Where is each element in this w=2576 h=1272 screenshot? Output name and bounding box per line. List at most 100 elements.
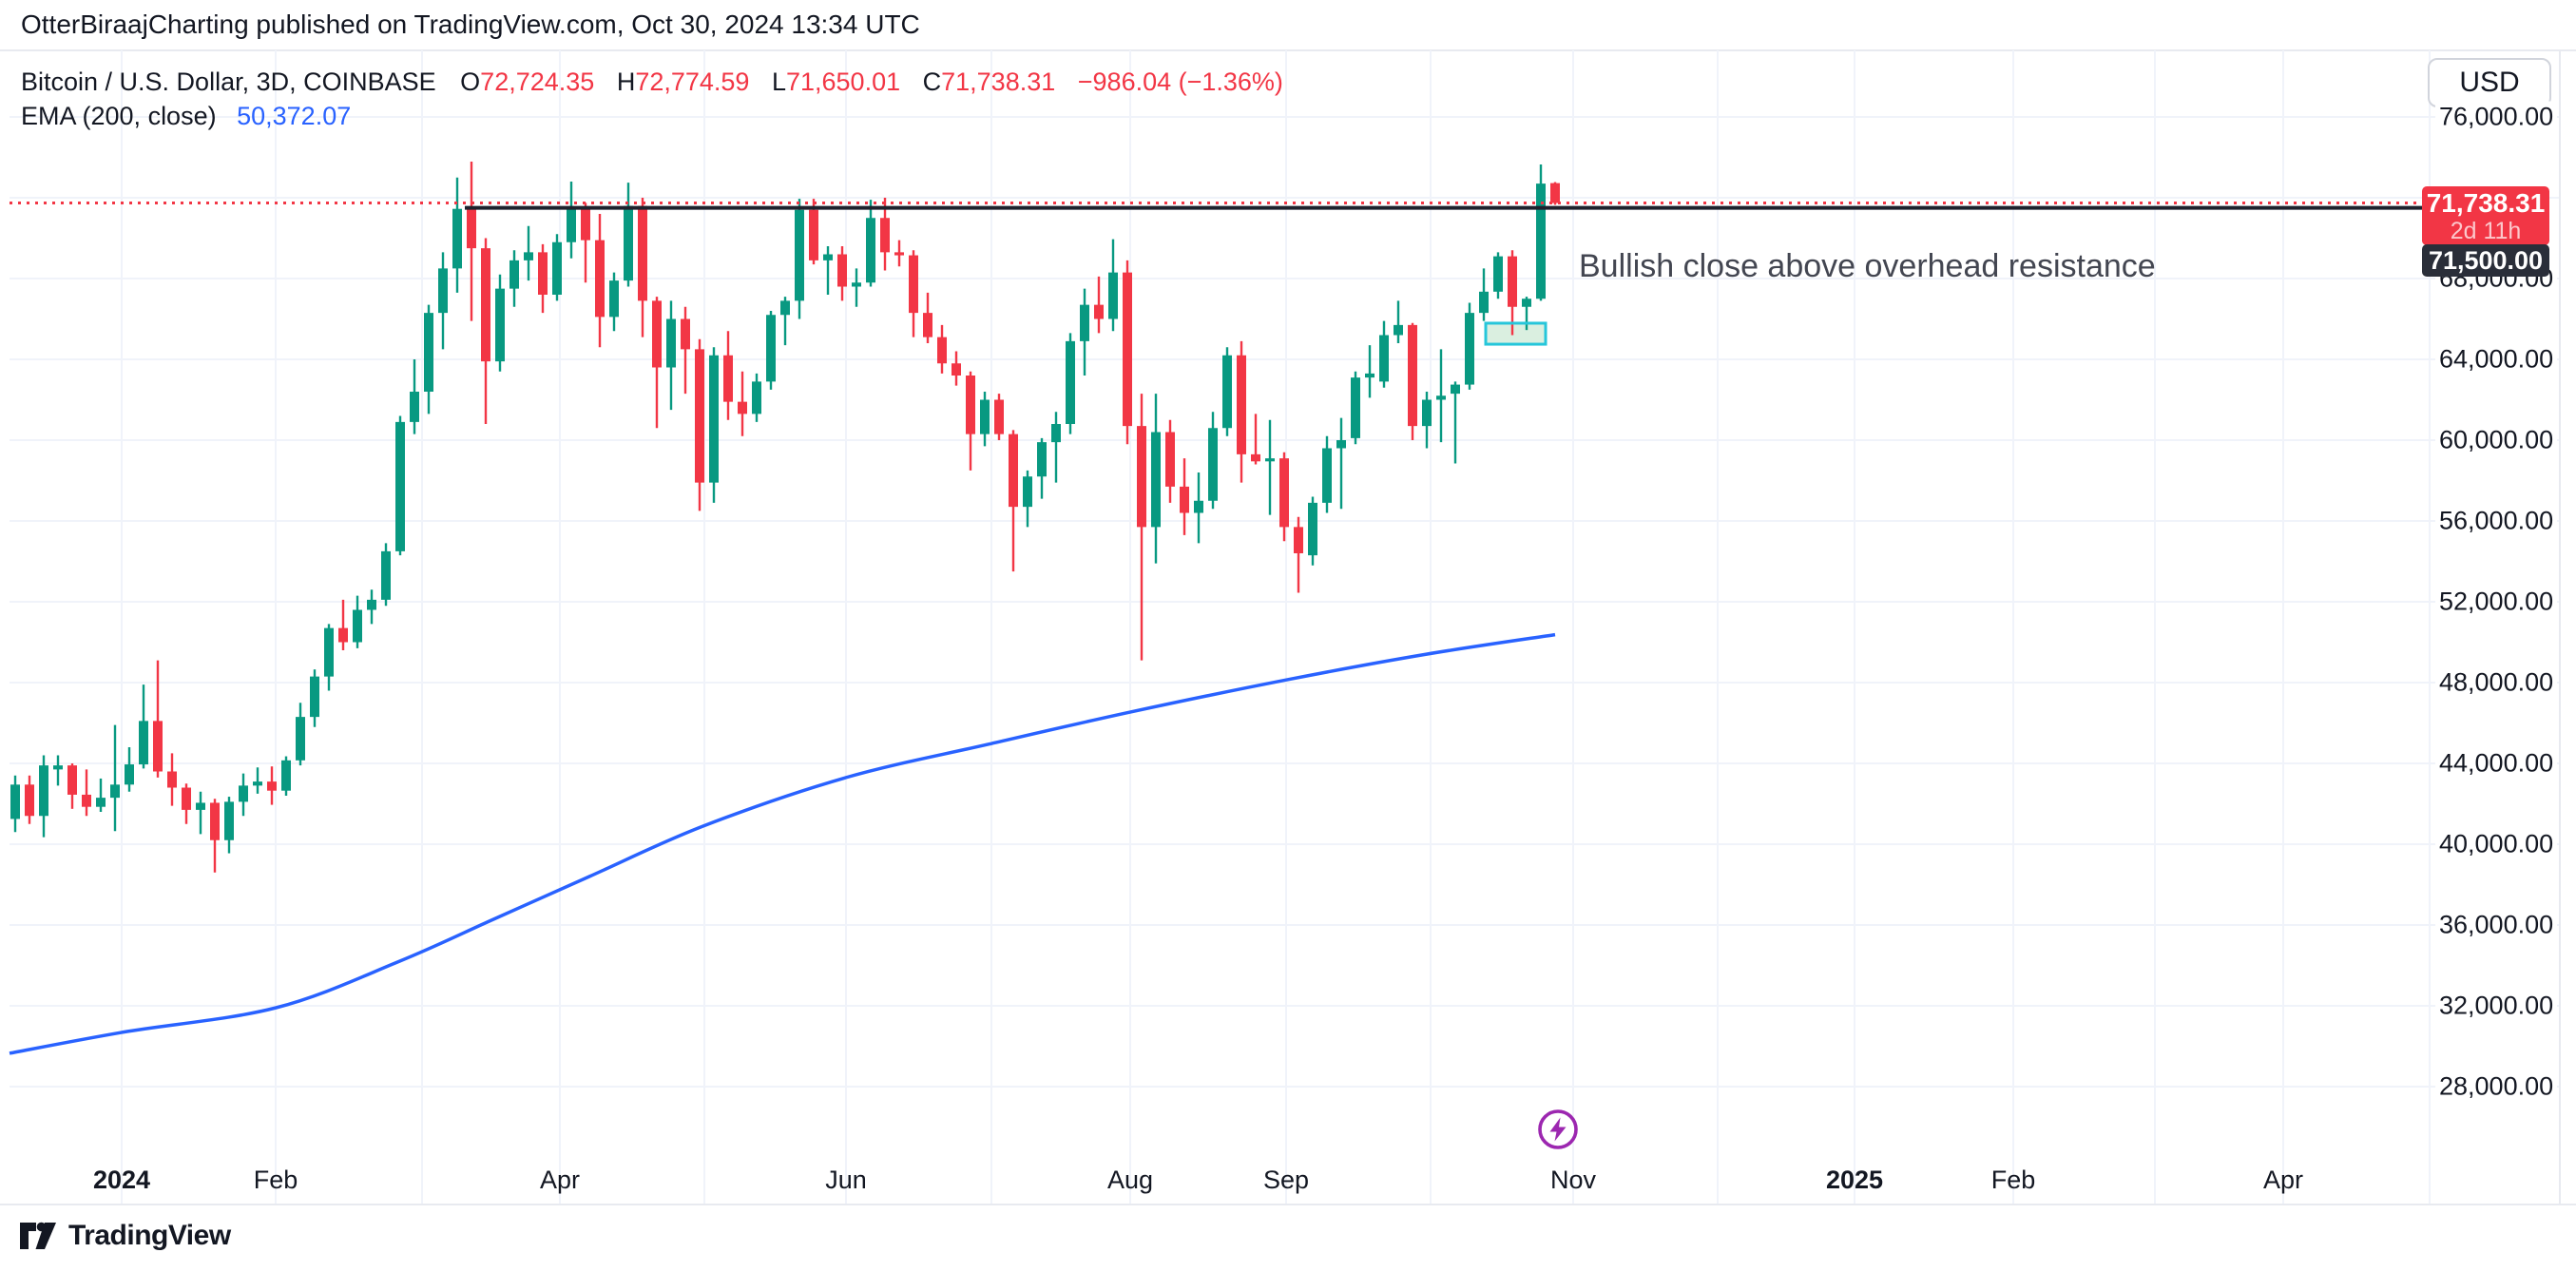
candle-body [681,318,690,350]
candle-body [980,399,990,434]
candle-body [766,315,776,382]
attribution-text: OtterBiraajCharting published on Trading… [21,10,920,39]
candle-body [210,802,220,840]
candle-body [638,205,647,301]
price-axis-label: 64,000.00 [2435,343,2558,376]
close-label: C [922,67,942,96]
candle-body [1308,502,1317,556]
candle-body [581,206,590,241]
right-frame-line [2559,49,2561,1205]
high-label: H [616,67,636,96]
candle-body [1208,428,1218,501]
bottom-frame-line [0,1204,2576,1205]
lightning-event-icon[interactable] [1536,1108,1580,1151]
candle-body [652,300,662,368]
candle-body [723,355,733,402]
tradingview-logo[interactable]: TradingView [19,1220,231,1252]
candle-body [424,313,433,392]
highlight-box-fill [1486,322,1546,345]
candle-body [324,627,334,677]
candle-body [1265,458,1275,462]
last-price-badge: 71,738.31 2d 11h [2422,186,2549,245]
candle-body [1165,432,1175,487]
candle-body [1094,304,1104,319]
candle-body [196,802,205,810]
price-axis-label: 40,000.00 [2435,828,2558,860]
candle-body [966,376,975,434]
top-divider [0,49,2576,51]
candle-body [1180,486,1189,513]
candle-body [139,721,148,765]
candle-body [1009,434,1018,508]
candle-body [1194,500,1203,513]
candle-body [738,401,747,414]
candle-body [1465,313,1474,385]
open-value: 72,724.35 [480,67,595,96]
close-value: 71,738.31 [941,67,1056,96]
currency-toggle-button[interactable]: USD [2428,58,2551,107]
candle-body [338,627,348,643]
candle-body [709,355,719,483]
low-label: L [771,67,786,96]
price-axis-label: 56,000.00 [2435,505,2558,537]
candle-body [452,208,462,269]
tradingview-logo-icon [20,1222,56,1249]
candle-body [1451,384,1460,395]
candle-body [624,205,633,281]
candle-body [1394,324,1403,336]
price-axis-label: 28,000.00 [2435,1070,2558,1103]
candle-body [1222,355,1232,429]
candle-body [1422,399,1432,427]
candle-body [10,784,20,819]
candle-body [395,421,405,551]
candle-body [25,784,34,817]
candle-body [1108,272,1118,319]
candle-body [1279,458,1289,528]
candle-body [167,771,177,788]
high-value: 72,774.59 [635,67,750,96]
ema-indicator-name: EMA (200, close) [21,102,217,130]
candle-body [823,254,833,260]
candle-body [837,254,847,287]
candle-body [937,337,947,364]
candle-body [1023,476,1032,508]
candle-body [952,363,961,376]
candle-body [894,252,904,256]
candle-body [1294,527,1303,553]
candle-body [1365,373,1375,378]
candle-body [1123,272,1132,427]
symbol-title: Bitcoin / U.S. Dollar, 3D, COINBASE [21,67,436,96]
change-value: −986.04 (−1.36%) [1077,67,1283,96]
candle-body [538,252,548,295]
candle-body [1336,440,1346,449]
candle-body [82,794,91,807]
time-axis-label: Apr [2262,1166,2304,1194]
candle-body [524,252,533,260]
time-axis-label: Aug [1106,1166,1154,1194]
candle-body [1493,256,1503,292]
candle-body [1408,324,1417,427]
candle-body [852,282,861,287]
price-axis-label: 44,000.00 [2435,747,2558,780]
bar-countdown: 2d 11h [2450,218,2522,244]
candle-body [367,599,376,610]
ema-200-line [9,632,1556,1055]
candle-body [1137,426,1146,528]
candle-body [909,255,918,314]
low-value: 71,650.01 [785,67,901,96]
candle-body [239,785,248,802]
candle-body [752,381,761,414]
time-axis-label: Sep [1262,1166,1310,1194]
candle-body [595,240,605,318]
time-axis-label: Jun [825,1166,867,1194]
candle-body [438,268,448,314]
candle-body [253,781,262,786]
last-price-value: 71,738.31 [2426,188,2546,218]
candle-body [67,765,77,795]
price-axis-label: 52,000.00 [2435,586,2558,618]
candle-body [1536,183,1546,299]
highlight-box-border[interactable] [1484,321,1548,346]
time-axis-label: Nov [1549,1166,1597,1194]
candle-body [110,784,120,799]
